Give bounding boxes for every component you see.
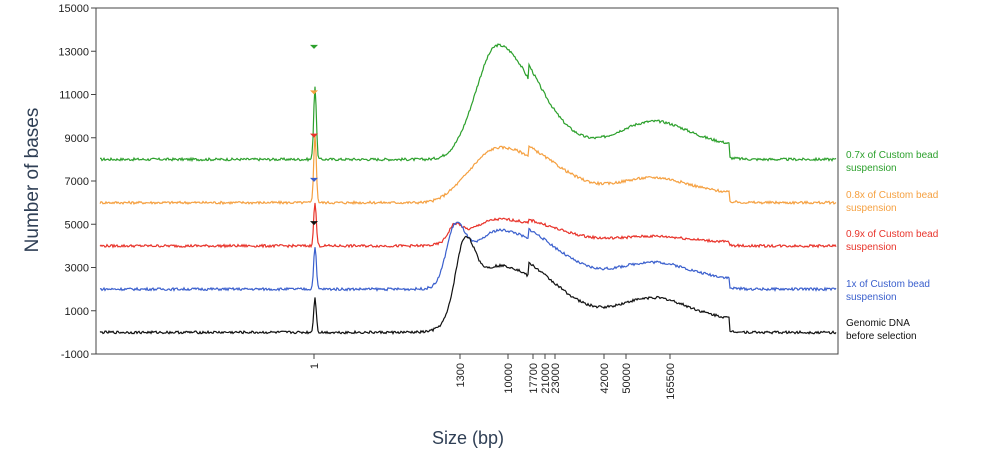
marker-glyph <box>310 221 318 226</box>
y-tick-label: 9000 <box>65 133 89 145</box>
x-tick-label: 42000 <box>599 363 611 394</box>
y-tick-label: 13000 <box>58 46 89 58</box>
series-line <box>99 134 837 206</box>
marker-glyph <box>310 133 318 138</box>
series-line <box>99 221 837 292</box>
y-tick-label: 5000 <box>65 219 89 231</box>
y-tick-label: 11000 <box>59 90 89 102</box>
y-tick-label: 7000 <box>65 176 89 188</box>
x-tick-label: 23000 <box>550 363 562 394</box>
marker-glyph <box>310 90 318 95</box>
x-tick-label: 1300 <box>455 363 467 387</box>
y-tick-label: 3000 <box>65 263 89 275</box>
y-axis-label: Number of bases <box>22 108 43 253</box>
marker-glyph <box>310 44 318 49</box>
x-tick-label: 1 <box>309 363 321 369</box>
plot-frame <box>95 7 839 355</box>
series-line <box>99 43 837 163</box>
legend-entry: 0.8x of Custom bead suspension <box>846 190 938 214</box>
series-line <box>99 202 837 249</box>
x-tick-label: 17700 <box>528 363 540 394</box>
x-tick-label: 21000 <box>540 363 552 394</box>
x-tick-label: 10000 <box>503 363 515 394</box>
x-axis-label: Size (bp) <box>432 428 504 448</box>
y-tick-label: 15000 <box>58 3 89 15</box>
legend-entry: 0.9x of Custom bead suspension <box>846 229 938 253</box>
legend-entry: Genomic DNA before selection <box>846 318 917 342</box>
legend-entry: 0.7x of Custom bead suspension <box>846 150 938 174</box>
x-tick-label: 165500 <box>665 363 677 400</box>
y-tick-label: -1000 <box>61 349 89 361</box>
x-tick-label: 50000 <box>621 363 633 394</box>
legend-entry: 1x of Custom bead suspension <box>846 279 930 303</box>
marker-glyph <box>310 177 318 182</box>
series-line <box>99 235 837 336</box>
y-tick-label: 1000 <box>65 306 89 318</box>
